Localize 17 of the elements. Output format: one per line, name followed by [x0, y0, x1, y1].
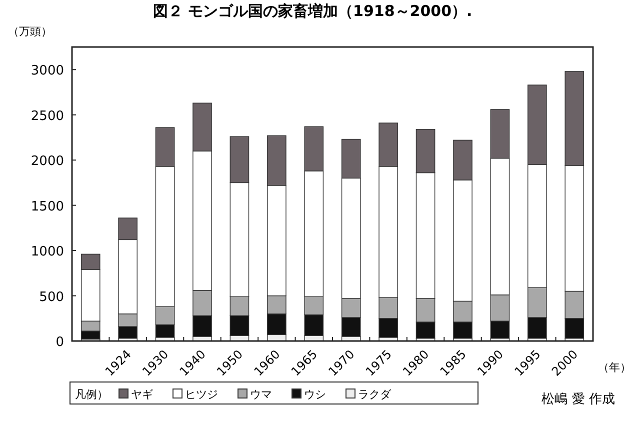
y-tick-label: 3000 — [30, 64, 64, 79]
y-tick-label: 0 — [56, 335, 64, 350]
y-tick-label: 2000 — [30, 154, 64, 170]
chart-title: 図２ モンゴル国の家畜増加（1918～2000）. — [152, 2, 472, 20]
y-tick-label: 500 — [39, 290, 64, 305]
y-tick-label: 1000 — [30, 244, 64, 260]
y-tick-label: 1500 — [30, 199, 64, 214]
legend-label: ウマ — [250, 388, 272, 401]
legend-label: ヤギ — [131, 388, 153, 401]
y-axis-title: （万頭） — [8, 25, 52, 38]
legend-label: ラクダ — [358, 388, 392, 401]
x-axis-title: （年） — [598, 361, 625, 374]
legend-label: ウシ — [304, 388, 326, 401]
legend-label: ヒツジ — [185, 388, 218, 401]
legend-title: 凡例） — [75, 388, 108, 401]
text: 松嶋 愛 作成 — [542, 392, 615, 407]
y-tick-label: 2500 — [30, 108, 64, 124]
